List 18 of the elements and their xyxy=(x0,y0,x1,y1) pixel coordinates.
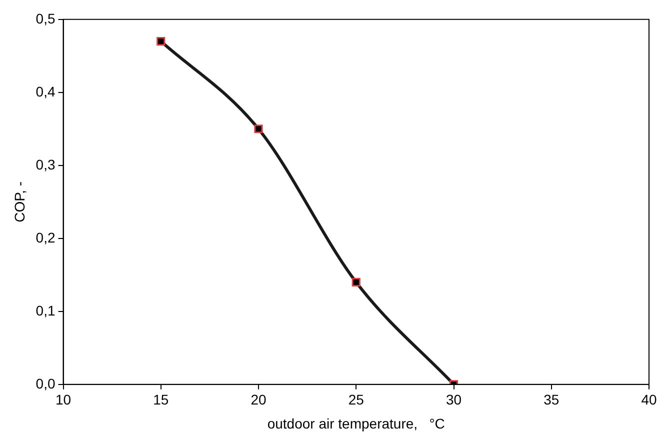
x-tick-label: 35 xyxy=(544,392,560,408)
y-tick-label: 0,3 xyxy=(36,156,56,172)
y-tick-label: 0,5 xyxy=(36,10,56,26)
y-axis-title: COP, - xyxy=(11,181,28,222)
point xyxy=(254,124,263,134)
x-tick-label: 20 xyxy=(250,392,267,408)
x-tick-label: 30 xyxy=(446,392,462,408)
x-tick-label: 10 xyxy=(55,392,72,408)
point xyxy=(156,37,166,46)
y-tick-label: 0,2 xyxy=(36,229,56,246)
point xyxy=(352,278,360,286)
y-tick-label: 0,0 xyxy=(36,375,56,392)
y-tick-label: 0,1 xyxy=(36,302,56,318)
y-tick-label: 0,4 xyxy=(36,83,56,100)
x-tick-label: 40 xyxy=(641,392,657,408)
x-axis-title: outdoor air temperature, °C xyxy=(267,415,445,432)
x-tick-label: 15 xyxy=(153,392,169,408)
x-tick-label: 25 xyxy=(348,392,364,408)
